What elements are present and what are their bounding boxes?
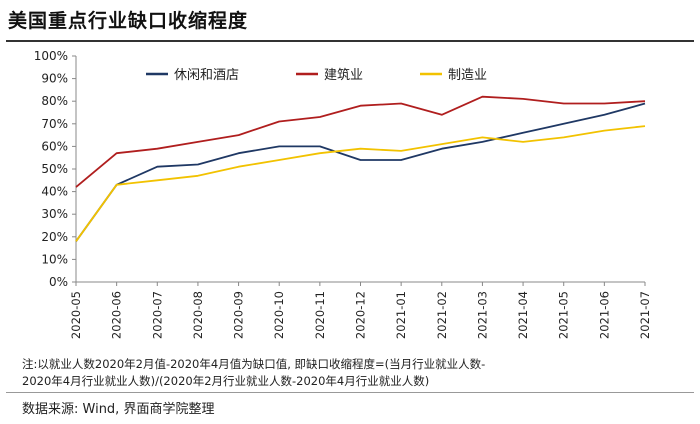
y-tick-label: 0% (49, 275, 68, 289)
y-tick-label: 40% (41, 185, 68, 199)
x-tick-label: 2021-06 (597, 291, 611, 339)
y-tick-label: 50% (41, 162, 68, 176)
x-tick-label: 2020-06 (110, 291, 124, 339)
line-chart: 0% 10% 20% 30% 40% 50% 60% 70% 80% 90% 100% 2020-05… (34, 49, 652, 339)
footer-divider (6, 392, 694, 393)
x-tick-label: 2020-05 (69, 291, 83, 339)
series-line-0 (75, 102, 646, 242)
legend-label-1: 建筑业 (324, 67, 363, 83)
footnote-line-2: 2020年4月行业就业人数)/(2020年2月行业就业人数-2020年4月行业就… (22, 374, 430, 388)
y-tick-label: 100% (34, 49, 68, 63)
x-tick-label: 2021-02 (435, 291, 449, 339)
x-tick-label: 2021-04 (516, 291, 530, 339)
y-tick-label: 60% (41, 139, 68, 153)
data-source: 数据来源: Wind, 界面商学院整理 (22, 402, 215, 417)
y-tick-label: 90% (41, 72, 68, 86)
y-tick-label: 10% (41, 252, 68, 266)
footnote: 注:以就业人数2020年2月值-2020年4月值为缺口值, 即缺口收缩程度=(当… (22, 356, 682, 390)
x-tick-label: 2020-10 (272, 291, 286, 339)
chart-title: 美国重点行业缺口收缩程度 (8, 10, 249, 32)
series-line-1 (75, 95, 646, 188)
title-divider (6, 40, 694, 42)
footnote-line-1: 注:以就业人数2020年2月值-2020年4月值为缺口值, 即缺口收缩程度=(当… (22, 357, 486, 371)
x-tick-label: 2021-05 (557, 291, 571, 339)
legend-label-0: 休闲和酒店 (174, 68, 239, 83)
x-tick-label: 2021-03 (475, 291, 489, 339)
x-tick-label: 2020-08 (191, 291, 205, 339)
x-tick-label: 2020-07 (150, 291, 164, 339)
series-line-2 (75, 125, 646, 242)
x-tick-label: 2020-12 (354, 291, 368, 339)
x-tick-label: 2021-07 (638, 291, 652, 339)
x-tick-label: 2020-11 (313, 291, 327, 339)
x-tick-label: 2021-01 (394, 291, 408, 339)
y-tick-label: 30% (41, 207, 68, 221)
legend-label-2: 制造业 (448, 68, 487, 83)
x-tick-label: 2020-09 (232, 291, 246, 339)
y-tick-label: 80% (41, 94, 68, 108)
y-tick-label: 20% (41, 230, 68, 244)
y-tick-label: 70% (41, 117, 68, 131)
